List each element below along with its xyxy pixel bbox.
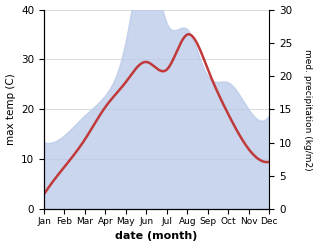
Y-axis label: med. precipitation (kg/m2): med. precipitation (kg/m2) (303, 49, 313, 170)
Y-axis label: max temp (C): max temp (C) (5, 74, 16, 145)
X-axis label: date (month): date (month) (115, 231, 198, 242)
